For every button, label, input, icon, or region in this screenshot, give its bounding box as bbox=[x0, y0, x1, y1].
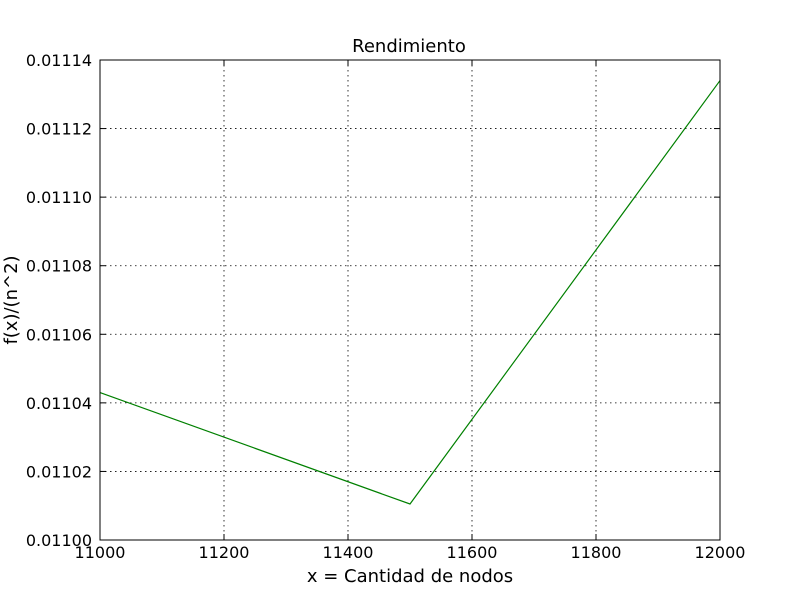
y-tick-label: 0.01100 bbox=[26, 531, 92, 550]
series-line bbox=[99, 80, 721, 505]
x-tick-label: 11400 bbox=[323, 543, 374, 562]
x-tick-label: 11200 bbox=[199, 543, 250, 562]
series-layer bbox=[99, 80, 721, 505]
y-tick-label: 0.01102 bbox=[26, 462, 92, 481]
plot-frame bbox=[99, 59, 721, 541]
chart-title: Rendimiento bbox=[352, 36, 466, 57]
x-tick-label: 11800 bbox=[571, 543, 622, 562]
y-tick-label: 0.01108 bbox=[26, 257, 92, 276]
y-tick-label: 0.01110 bbox=[26, 188, 92, 207]
y-axis-label: f(x)/(n^2) bbox=[1, 255, 22, 344]
y-tick-label: 0.01104 bbox=[26, 394, 92, 413]
x-tick-label: 11000 bbox=[75, 543, 126, 562]
grid bbox=[100, 60, 720, 540]
y-tick-label: 0.01114 bbox=[26, 51, 92, 70]
y-tick-labels: 0.01100 0.01102 0.01104 0.01106 0.01108 0.011… bbox=[26, 51, 92, 550]
ticks bbox=[99, 59, 721, 541]
x-axis-label: x = Cantidad de nodos bbox=[307, 566, 513, 587]
y-tick-label: 0.01112 bbox=[26, 120, 92, 139]
x-tick-labels: 11000 11200 11400 11600 11800 12000 bbox=[75, 543, 746, 562]
x-tick-label: 12000 bbox=[695, 543, 746, 562]
x-tick-label: 11600 bbox=[447, 543, 498, 562]
y-tick-label: 0.01106 bbox=[26, 325, 92, 344]
